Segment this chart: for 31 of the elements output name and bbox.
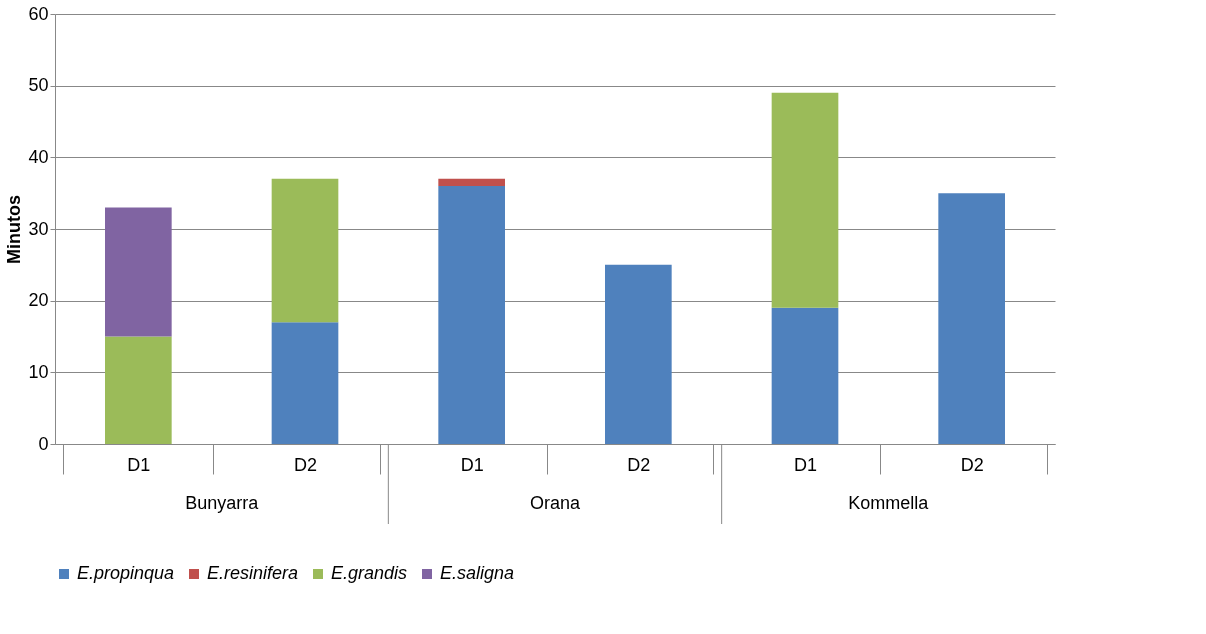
bar [605, 264, 672, 444]
bar [938, 193, 1005, 444]
y-tick-label: 40 [28, 146, 49, 167]
legend-label: E.propinqua [77, 563, 175, 583]
bar [438, 186, 505, 444]
bar [438, 178, 505, 186]
x-tick-label: D1 [127, 454, 151, 475]
text: Kommella [848, 493, 930, 513]
legend-label: E.resinifera [207, 563, 299, 583]
x-tick-label: D2 [627, 454, 651, 475]
x-tick-label: D1 [793, 454, 818, 475]
x-tick-label: D2 [293, 454, 318, 475]
text: Bunyarra [185, 493, 260, 513]
y-axis-title: Minutos [4, 195, 25, 264]
bar [105, 336, 172, 444]
bar [105, 207, 172, 337]
bar [271, 178, 339, 323]
legend-label: E.saligna [440, 563, 515, 583]
bar [271, 322, 339, 444]
y-tick-label: 0 [38, 433, 49, 454]
y-tick-label: 60 [28, 3, 49, 24]
x-tick-label: D2 [960, 454, 984, 475]
legend-label: E.grandis [331, 563, 408, 583]
bar [771, 307, 839, 444]
y-tick-label: 50 [28, 75, 49, 96]
y-tick-label: 10 [28, 361, 49, 382]
y-tick-label: 20 [28, 290, 49, 311]
bar [771, 92, 839, 308]
x-tick-label: D1 [460, 454, 484, 475]
y-tick-label: 30 [28, 218, 49, 239]
text: Orana [529, 493, 581, 513]
